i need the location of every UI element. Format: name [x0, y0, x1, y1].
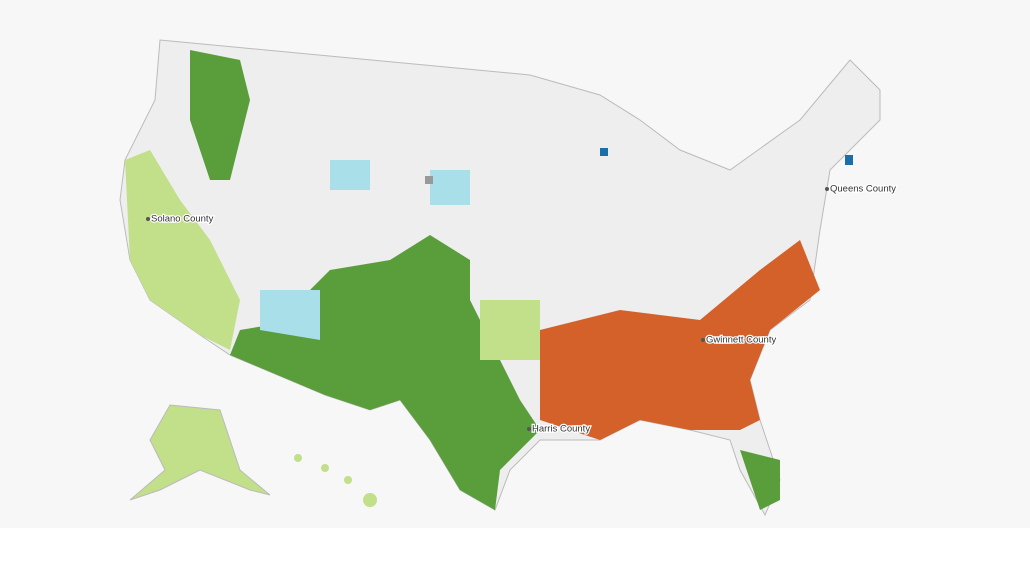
label-dot: [527, 427, 531, 431]
county-blue: [600, 148, 608, 156]
region-light-blue-plains: [430, 170, 470, 205]
county-label: Solano County: [151, 214, 214, 225]
region-green-florida: [740, 450, 780, 510]
county-label: Queens County: [830, 184, 896, 195]
region-light-blue-nevada: [260, 290, 320, 340]
hawaii-island: [363, 493, 377, 507]
county-label: Harris County: [532, 424, 590, 435]
label-dot: [701, 338, 705, 342]
region-orange-southeast: [540, 240, 820, 440]
region-light-blue-north: [330, 160, 370, 190]
hawaii-island: [321, 464, 329, 472]
region-green-northwest: [190, 50, 250, 180]
region-light-green-alaska: [129, 404, 271, 501]
county-gray: [425, 176, 433, 184]
region-light-green-oklahoma: [480, 300, 540, 360]
county-label: Gwinnett County: [706, 335, 776, 346]
label-dot: [146, 217, 150, 221]
hawaii-island: [294, 454, 302, 462]
label-dot: [825, 187, 829, 191]
region-light-green-west: [125, 150, 240, 350]
county-blue: [845, 155, 853, 165]
hawaii-island: [344, 476, 352, 484]
